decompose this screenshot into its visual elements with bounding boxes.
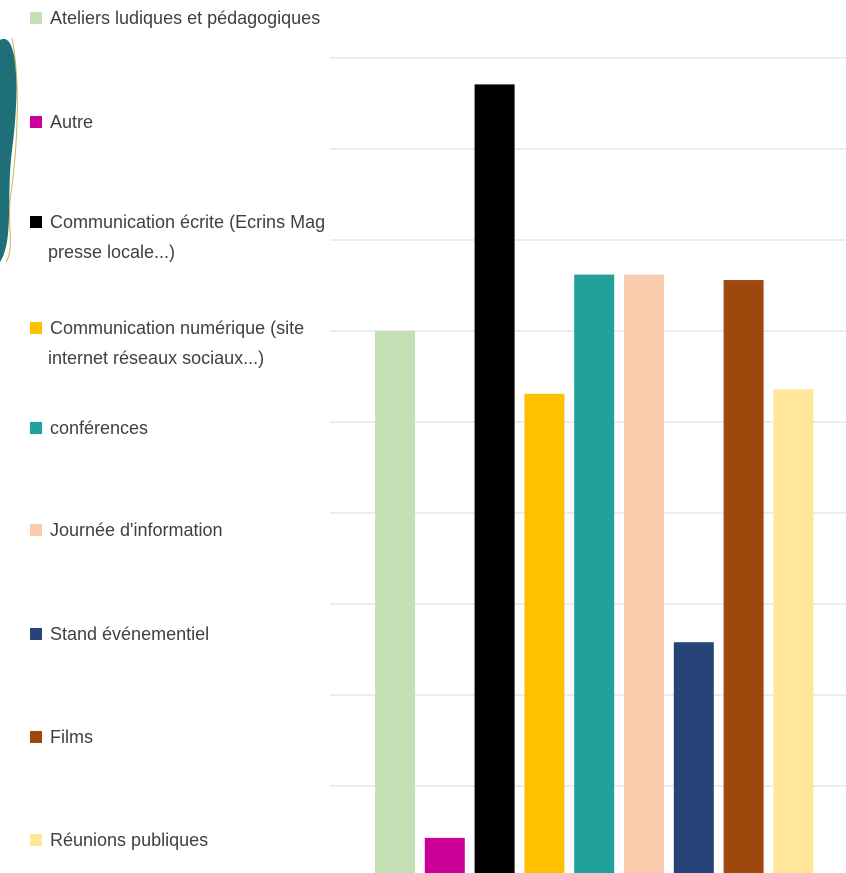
bar [673, 642, 714, 873]
legend-swatch [30, 731, 42, 743]
legend-label: Réunions publiques [50, 830, 209, 850]
legend-item: Communication écrite (Ecrins Mag presse … [30, 207, 348, 267]
legend-item: Journée d'information [30, 515, 348, 545]
legend-item: Stand événementiel [30, 619, 348, 649]
bar [574, 274, 615, 873]
bar [624, 274, 664, 873]
legend-swatch [30, 322, 42, 334]
legend-label: Stand événementiel [50, 624, 210, 644]
legend-label: conférences [50, 418, 149, 438]
decoration [0, 38, 17, 263]
legend-label: Ateliers ludiques et pédagogiques [50, 8, 321, 28]
legend-swatch [30, 524, 42, 536]
legend-item: Autre [30, 107, 348, 137]
legend-item: conférences [30, 413, 348, 443]
legend-swatch [30, 116, 42, 128]
legend-swatch [30, 628, 42, 640]
decoration-line [5, 37, 18, 263]
legend-swatch [30, 834, 42, 846]
legend-label: Journée d'information [50, 520, 223, 540]
legend-item: Réunions publiques [30, 825, 348, 855]
legend-swatch [30, 216, 42, 228]
bar [375, 331, 415, 873]
legend-swatch [30, 422, 42, 434]
bar [524, 393, 565, 873]
bar [773, 389, 814, 873]
bar [723, 280, 764, 873]
legend-item: Ateliers ludiques et pédagogiques [30, 3, 348, 33]
legend-item: Communication numérique (site internet r… [30, 313, 348, 373]
bar [474, 84, 515, 873]
legend-label: Communication numérique (site internet r… [48, 318, 305, 368]
legend-item: Films [30, 722, 348, 752]
legend-label: Communication écrite (Ecrins Mag presse … [48, 212, 326, 262]
legend-swatch [30, 12, 42, 24]
bar [424, 837, 465, 873]
legend-label: Autre [50, 112, 94, 132]
legend-label: Films [50, 727, 93, 747]
